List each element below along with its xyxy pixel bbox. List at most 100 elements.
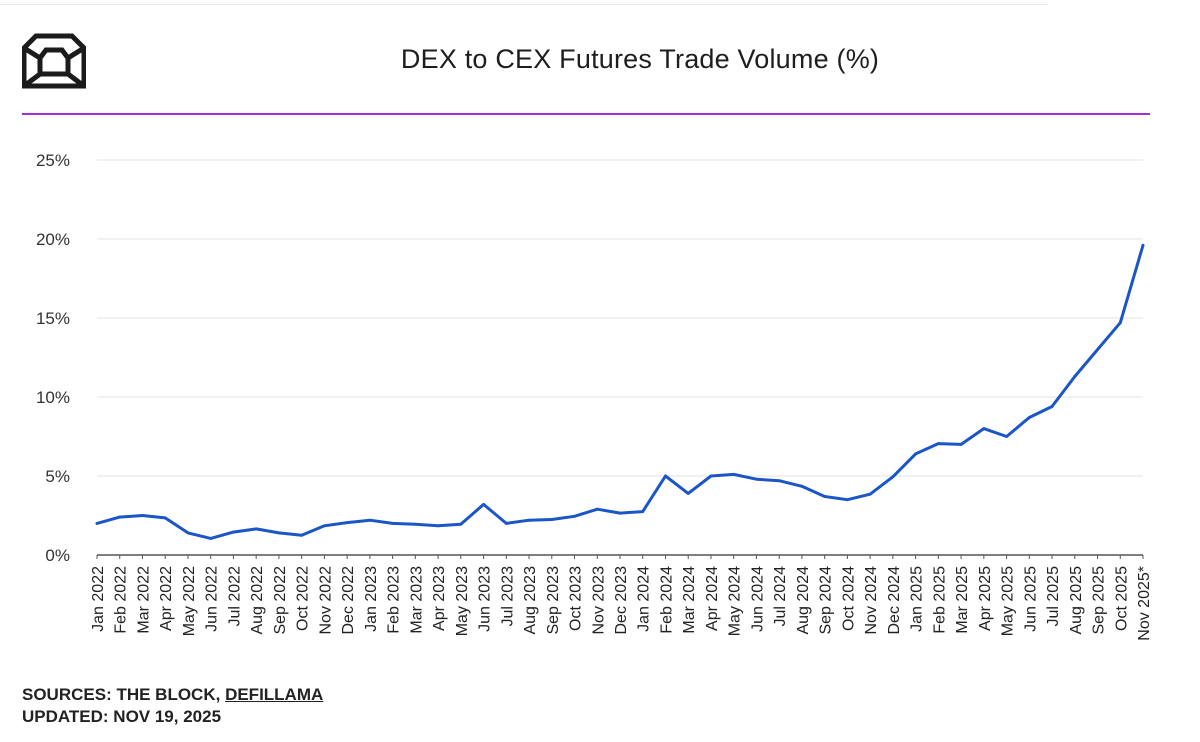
data-point — [868, 492, 872, 496]
accent-divider — [22, 113, 1150, 115]
sources-line: SOURCES: THE BLOCK, DEFILLAMA — [22, 684, 323, 706]
x-tick-label: Sep 2025 — [1091, 566, 1108, 635]
defillama-link[interactable]: DEFILLAMA — [225, 685, 324, 704]
data-point — [709, 474, 713, 478]
x-tick-label: Feb 2024 — [658, 566, 675, 634]
x-tick-label: May 2025 — [1000, 566, 1017, 636]
data-point — [936, 442, 940, 446]
data-point — [118, 515, 122, 519]
x-tick-label: Nov 2022 — [317, 566, 334, 635]
y-tick-label: 25% — [36, 151, 70, 170]
data-point — [1118, 321, 1122, 325]
data-point — [1141, 243, 1145, 247]
footer: SOURCES: THE BLOCK, DEFILLAMA UPDATED: N… — [22, 684, 323, 728]
x-tick-label: Jul 2022 — [226, 566, 243, 627]
cube-icon — [22, 33, 86, 89]
data-point — [595, 507, 599, 511]
data-point — [163, 516, 167, 520]
x-tick-label: Jul 2024 — [772, 566, 789, 627]
x-tick-label: Oct 2022 — [295, 566, 312, 631]
x-tick-label: Jun 2024 — [749, 566, 766, 632]
x-tick-label: Jun 2025 — [1022, 566, 1039, 632]
x-tick-label: Mar 2022 — [135, 566, 152, 634]
chart-title: DEX to CEX Futures Trade Volume (%) — [400, 44, 880, 74]
data-point — [664, 474, 667, 478]
data-point — [391, 522, 395, 525]
x-tick-label: Apr 2022 — [158, 566, 175, 631]
data-point — [209, 537, 213, 540]
x-tick-label: Jan 2024 — [636, 566, 653, 632]
x-tick-label: Oct 2023 — [568, 566, 585, 631]
x-tick-label: Oct 2024 — [840, 566, 857, 631]
data-point — [141, 514, 144, 517]
data-point — [232, 530, 235, 534]
series-layer — [95, 243, 1145, 540]
data-point — [300, 533, 304, 537]
x-tick-label: May 2022 — [181, 566, 198, 636]
y-tick-label: 0% — [45, 546, 70, 565]
x-tick-label: Sep 2023 — [545, 566, 562, 635]
x-tick-label: Mar 2024 — [681, 566, 698, 634]
x-tick-label: Mar 2025 — [954, 566, 971, 634]
data-point — [504, 522, 508, 525]
data-point — [573, 514, 576, 518]
chart-header: DEX to CEX Futures Trade Volume (%) — [0, 0, 1200, 116]
x-tick-label: Aug 2023 — [522, 566, 539, 635]
data-point — [1005, 435, 1008, 438]
data-point — [482, 503, 485, 506]
x-tick-label: Feb 2023 — [386, 566, 403, 634]
x-tick-label: May 2023 — [454, 566, 471, 636]
x-tick-label: Jul 2023 — [499, 566, 516, 627]
x-tick-label: Jan 2025 — [909, 566, 926, 632]
data-point — [891, 475, 895, 479]
y-tick-label: 5% — [45, 467, 70, 486]
x-tick-label: Oct 2025 — [1113, 566, 1130, 631]
x-tick-label: Apr 2024 — [704, 566, 721, 631]
updated-line: UPDATED: NOV 19, 2025 — [22, 707, 222, 726]
x-tick-label: Nov 2023 — [590, 566, 607, 635]
x-tick-label: Nov 2025* — [1136, 566, 1153, 641]
x-tick-label: May 2024 — [727, 566, 744, 636]
data-point — [527, 518, 531, 522]
x-tick-label: Nov 2024 — [863, 566, 880, 635]
x-tick-label: Aug 2022 — [249, 566, 266, 635]
data-point — [641, 510, 645, 513]
x-axis-ticks: Jan 2022 Feb 2022 Mar 2022 Apr 2022 May 2022… — [90, 555, 1153, 641]
x-tick-label: Sep 2024 — [818, 566, 835, 635]
y-tick-label: 15% — [36, 309, 70, 328]
y-axis-ticks: 0% 5% 10% 15% 20% 25% — [36, 151, 70, 565]
y-tick-label: 20% — [36, 230, 70, 249]
x-tick-label: Jun 2023 — [477, 566, 494, 632]
data-point — [914, 452, 918, 456]
top-divider — [0, 4, 1048, 5]
data-point — [823, 495, 827, 498]
data-point — [1073, 375, 1077, 378]
data-point — [459, 522, 463, 526]
data-point — [845, 498, 849, 502]
sources-text: SOURCES: THE BLOCK, — [22, 685, 226, 704]
data-point — [777, 479, 781, 483]
data-point — [618, 511, 622, 515]
grid-lines — [97, 159, 1143, 556]
data-point — [732, 473, 736, 476]
data-point — [436, 524, 440, 528]
x-tick-label: Dec 2024 — [886, 566, 903, 635]
x-tick-label: Jan 2023 — [363, 566, 380, 632]
data-point — [982, 427, 986, 430]
x-tick-label: Apr 2023 — [431, 566, 448, 631]
data-point — [1096, 348, 1099, 351]
x-tick-label: Jul 2025 — [1045, 566, 1062, 627]
data-point — [413, 522, 417, 526]
data-point — [277, 531, 281, 535]
data-point — [959, 443, 963, 446]
y-tick-label: 10% — [36, 388, 70, 407]
data-point — [755, 477, 758, 481]
data-point — [254, 527, 258, 531]
data-point — [186, 531, 190, 535]
x-tick-label: Feb 2022 — [113, 566, 130, 634]
x-tick-label: Dec 2022 — [340, 566, 357, 635]
x-tick-label: Aug 2025 — [1068, 566, 1085, 635]
data-point — [686, 491, 690, 495]
data-point — [368, 518, 372, 522]
